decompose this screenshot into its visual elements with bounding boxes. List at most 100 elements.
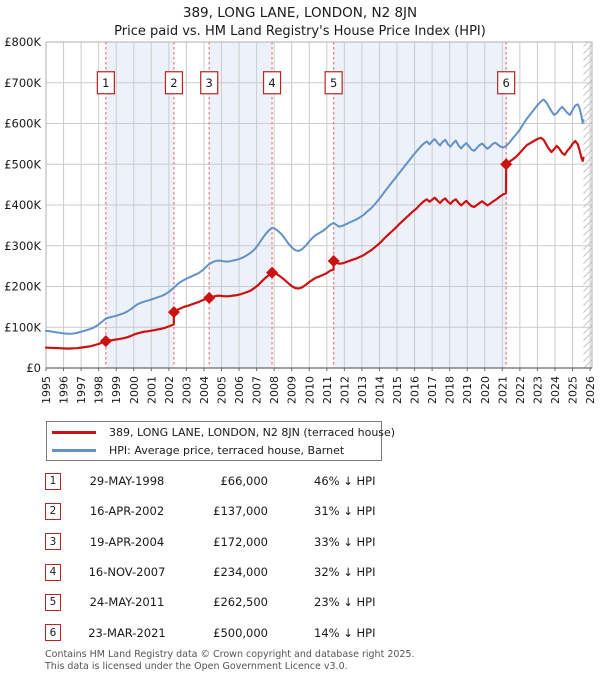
sale-hpi-delta: 31% ↓ HPI <box>314 504 376 519</box>
x-axis-tick-label: 1996 <box>58 376 71 404</box>
table-row: 5 24-MAY-2011 £262,500 23% ↓ HPI <box>45 587 405 617</box>
sale-number-badge: 5 <box>45 593 61 611</box>
x-axis-tick-label: 2004 <box>198 376 211 404</box>
x-axis-tick-label: 1999 <box>110 376 123 404</box>
sale-number-badge: 3 <box>45 533 61 551</box>
sales-table: 1 29-MAY-1998 £66,000 46% ↓ HPI 2 16-APR… <box>45 466 405 648</box>
sale-price: £137,000 <box>213 504 268 519</box>
x-axis-tick-label: 2023 <box>531 376 544 404</box>
sale-marker-box <box>96 71 115 95</box>
license-note: Contains HM Land Registry data © Crown c… <box>45 649 415 672</box>
x-axis-tick-label: 2017 <box>426 376 439 404</box>
sale-point-marker <box>327 255 340 268</box>
x-axis-tick-label: 2013 <box>356 376 369 404</box>
sale-marker-number: 2 <box>170 76 177 90</box>
table-row: 4 16-NOV-2007 £234,000 32% ↓ HPI <box>45 557 405 587</box>
page-title: 389, LONG LANE, LONDON, N2 8JN <box>182 5 418 21</box>
x-axis-tick-label: 2019 <box>461 376 474 404</box>
sale-point-marker <box>99 335 112 348</box>
sale-marker-number: 5 <box>330 76 337 90</box>
sale-marker-box <box>497 71 516 95</box>
sale-date: 29-MAY-1998 <box>89 474 165 489</box>
table-row: 1 29-MAY-1998 £66,000 46% ↓ HPI <box>45 466 405 496</box>
sale-date: 24-MAY-2011 <box>89 595 165 610</box>
legend-item-price: 389, LONG LANE, LONDON, N2 8JN (terraced… <box>47 424 395 440</box>
legend-item-hpi: HPI: Average price, terraced house, Barn… <box>47 442 381 458</box>
y-axis-tick-label: £300K <box>4 239 41 253</box>
price-line-swatch <box>52 430 96 434</box>
x-axis-tick-label: 2021 <box>496 376 509 404</box>
sale-price: £172,000 <box>213 534 268 549</box>
x-axis-tick-label: 2005 <box>216 376 229 404</box>
sale-price: £262,500 <box>213 595 268 610</box>
sale-marker-number: 1 <box>102 76 109 90</box>
table-row: 3 19-APR-2004 £172,000 33% ↓ HPI <box>45 527 405 557</box>
sale-marker-number: 3 <box>206 76 213 90</box>
sale-point-marker <box>203 291 216 304</box>
hpi-line <box>45 98 585 335</box>
sale-number-badge: 2 <box>45 502 61 520</box>
license-line-1: Contains HM Land Registry data © Crown c… <box>45 649 415 660</box>
sale-hpi-delta: 14% ↓ HPI <box>314 625 376 640</box>
sale-number-badge: 6 <box>45 624 61 642</box>
x-axis-tick-label: 2006 <box>233 376 246 404</box>
license-line-2: This data is licensed under the Open Gov… <box>45 660 348 672</box>
x-axis-tick-label: 2026 <box>584 376 597 404</box>
x-axis-tick-label: 2010 <box>303 376 316 404</box>
y-axis-tick-label: £100K <box>4 320 41 334</box>
x-axis-tick-label: 2025 <box>567 376 580 404</box>
sale-date: 23-MAR-2021 <box>88 625 166 640</box>
x-axis-tick-label: 2000 <box>128 376 141 404</box>
x-axis-tick-label: 1998 <box>93 376 106 404</box>
sale-marker-number: 6 <box>503 76 510 90</box>
sale-price: £500,000 <box>213 625 268 640</box>
x-axis-tick-label: 2012 <box>338 376 351 404</box>
sale-hpi-delta: 32% ↓ HPI <box>314 565 376 580</box>
legend-label-hpi: HPI: Average price, terraced house, Barn… <box>109 443 345 457</box>
x-axis-tick-label: 2003 <box>180 376 193 404</box>
sale-point-marker <box>500 158 513 171</box>
sale-point-marker <box>167 306 180 319</box>
chart-legend: 389, LONG LANE, LONDON, N2 8JN (terraced… <box>46 421 395 461</box>
x-axis-tick-label: 2007 <box>251 376 264 404</box>
price-chart: £0 £100K £200K £300K £400K £500K £600K £700K £80… <box>4 35 597 404</box>
sale-number-badge: 1 <box>45 472 61 490</box>
sale-number-badge: 4 <box>45 563 61 581</box>
sale-hpi-delta: 33% ↓ HPI <box>314 534 376 549</box>
table-row: 2 16-APR-2002 £137,000 31% ↓ HPI <box>45 496 405 526</box>
sale-date: 16-APR-2002 <box>89 504 165 519</box>
sale-price: £66,000 <box>220 474 268 489</box>
x-axis-tick-label: 1997 <box>75 376 88 404</box>
sale-hpi-delta: 46% ↓ HPI <box>314 474 376 489</box>
sale-marker-box <box>164 71 184 95</box>
y-axis-tick-label: £500K <box>4 157 41 171</box>
y-axis-tick-label: £600K <box>4 117 41 131</box>
hpi-line-swatch <box>52 448 96 452</box>
sale-marker-number: 4 <box>268 76 275 90</box>
y-axis-tick-label: £400K <box>4 198 41 212</box>
x-axis-tick-label: 1995 <box>40 376 53 404</box>
sale-marker-box <box>262 71 282 95</box>
x-axis-tick-label: 2001 <box>145 376 158 404</box>
x-axis-tick-label: 2016 <box>409 376 422 404</box>
x-axis-tick-label: 2002 <box>163 376 176 404</box>
x-axis-tick-label: 2008 <box>268 376 281 404</box>
x-axis-tick-label: 2014 <box>373 376 386 404</box>
legend-label-price: 389, LONG LANE, LONDON, N2 8JN (terraced… <box>109 425 396 439</box>
x-axis-tick-label: 2024 <box>549 376 562 404</box>
y-axis-tick-label: £200K <box>4 280 41 294</box>
sale-price: £234,000 <box>213 565 268 580</box>
sale-date: 19-APR-2004 <box>89 534 165 549</box>
page-subtitle: Price paid vs. HM Land Registry's House … <box>114 24 486 39</box>
sale-date: 16-NOV-2007 <box>88 565 166 580</box>
x-axis-tick-label: 2020 <box>479 376 492 404</box>
y-axis-tick-label: £800K <box>4 35 41 49</box>
y-axis-tick-label: £700K <box>4 76 41 90</box>
sale-point-marker <box>266 266 279 279</box>
x-axis-tick-label: 2009 <box>286 376 299 404</box>
table-row: 6 23-MAR-2021 £500,000 14% ↓ HPI <box>45 617 405 647</box>
y-axis-tick-label: £0 <box>26 361 41 375</box>
sale-marker-box <box>200 71 219 95</box>
x-axis-tick-label: 2018 <box>444 376 457 404</box>
x-axis-tick-label: 2015 <box>391 376 404 404</box>
